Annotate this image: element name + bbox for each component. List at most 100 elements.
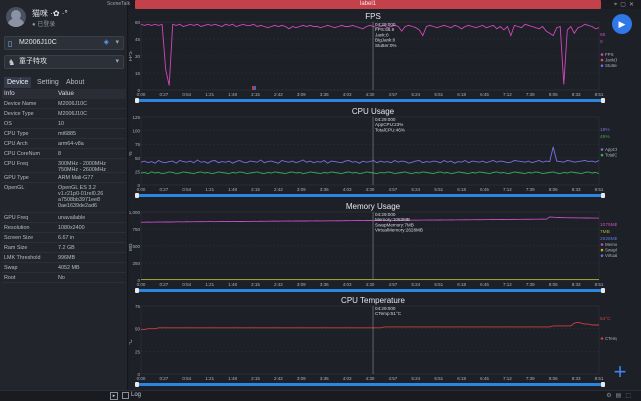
x-tick-label: 1:21 <box>205 187 214 192</box>
y-tick-label: 0 <box>137 372 140 377</box>
info-key: GPU Freq <box>4 215 29 221</box>
user-name: 猫咪 ·✿ ·° <box>32 9 68 18</box>
info-row: OpenGL OpenGL ES 3.2 v1.r21p0-01rel0.26 a… <box>2 183 126 213</box>
folder-icon[interactable]: ▤ <box>615 393 626 399</box>
plot-area[interactable] <box>140 305 600 375</box>
tab-device[interactable]: Device <box>4 77 32 88</box>
info-key: Swap <box>4 265 18 271</box>
x-tick-label: 5:51 <box>434 92 443 97</box>
info-value: 1080x2400 <box>58 225 85 231</box>
tab-setting[interactable]: Setting <box>37 79 59 86</box>
cpu-usage-chart[interactable]: CPU Usage 0 25 50 75 100 125% 0:00 0:27 0:54 1:21… <box>129 107 617 201</box>
info-key: Screen Size <box>4 235 34 241</box>
expand-icon[interactable]: ▸ <box>110 392 118 400</box>
slider-handle-right[interactable] <box>601 98 605 103</box>
x-tick-label: 8:51 <box>595 92 604 97</box>
current-value-label: 7MB <box>600 229 610 235</box>
x-tick-label: 1:48 <box>228 187 237 192</box>
series-line-appcpu <box>140 146 600 164</box>
top-bar: label1 ⌖▢✕ <box>129 0 641 9</box>
fps-chart[interactable]: FPS 0 15 30 45 60 FPS 0:00 0:27 0:54 1:21 1:48 2:15… <box>129 12 617 106</box>
info-row: CPU Freq 300MHz - 2000MHz 750MHz - 2600MH… <box>2 159 126 173</box>
y-tick-label: 15 <box>135 71 141 76</box>
settings-icon[interactable]: ⚙ <box>606 393 616 399</box>
log-checkbox[interactable] <box>122 392 129 399</box>
tooltip-line: Stutter:0% <box>375 43 396 48</box>
slider-handle-right[interactable] <box>601 288 605 293</box>
device-select[interactable]: ▯ M2006J10C ◈ ▾ <box>4 36 124 50</box>
close-icon[interactable]: ✕ <box>628 2 637 8</box>
legend-dot <box>600 148 604 151</box>
time-range-slider[interactable] <box>135 99 605 102</box>
cpu-temperature-chart[interactable]: CPU Temperature 0 25 50 75 °C 0:00 0:27 0:54 1:2… <box>129 296 617 390</box>
info-value: M2006J10C <box>58 101 88 107</box>
current-value-label: 56 <box>600 32 606 38</box>
x-tick-label: 3:09 <box>297 282 306 287</box>
current-value-label: 2628MB <box>600 236 617 242</box>
slider-handle-right[interactable] <box>601 382 605 387</box>
wifi-icon[interactable]: ◈ <box>103 39 109 46</box>
y-tick-label: 0 <box>137 88 140 93</box>
tooltip-line: Jank:0 <box>375 32 389 37</box>
info-row: CPU Arch arm64-v8a <box>2 139 126 149</box>
label1-tag[interactable]: label1 <box>135 0 601 9</box>
x-tick-label: 4:30 <box>366 376 375 381</box>
x-tick-label: 6:18 <box>457 92 466 97</box>
slider-handle-right[interactable] <box>601 193 605 198</box>
x-tick-label: 8:33 <box>572 187 581 192</box>
user-panel[interactable]: 猫咪 ·✿ ·° ● 已登录 <box>6 4 124 30</box>
time-range-slider[interactable] <box>135 289 605 292</box>
x-tick-label: 0:27 <box>160 92 169 97</box>
time-range-slider[interactable] <box>135 194 605 197</box>
info-value: M2006J10C <box>58 111 88 117</box>
x-tick-label: 4:30 <box>366 187 375 192</box>
info-value: 996MB <box>58 255 76 261</box>
x-tick-label: 0:00 <box>137 282 146 287</box>
slider-handle-left[interactable] <box>135 98 139 103</box>
window-icon[interactable]: ▢ <box>620 2 629 8</box>
x-tick-label: 5:24 <box>411 187 420 192</box>
avatar[interactable] <box>6 7 26 27</box>
y-tick-label: 125 <box>132 115 140 120</box>
device-select-value: M2006J10C <box>19 39 57 46</box>
x-tick-label: 5:51 <box>434 376 443 381</box>
slider-handle-left[interactable] <box>135 288 139 293</box>
tooltip-line: Memory:1083MB <box>375 217 410 222</box>
location-icon[interactable]: ⌖ <box>613 2 621 8</box>
info-value: mt6885 <box>58 131 76 137</box>
info-value: 10 <box>58 121 64 127</box>
x-tick-label: 4:03 <box>343 376 352 381</box>
info-table-header: Info Value <box>2 89 126 99</box>
save-icon[interactable]: ⬚ <box>625 393 635 399</box>
info-key: Device Type <box>4 111 34 117</box>
x-tick-label: 2:15 <box>251 282 260 287</box>
x-tick-label: 8:33 <box>572 376 581 381</box>
info-value: 6.67 in <box>58 235 75 241</box>
app-select[interactable]: ♞ 童子特攻 ▾ <box>4 55 124 69</box>
x-tick-label: 3:36 <box>320 92 329 97</box>
slider-handle-left[interactable] <box>135 382 139 387</box>
current-value-label: 1075MB <box>600 222 617 228</box>
slider-handle-left[interactable] <box>135 193 139 198</box>
x-tick-label: 2:42 <box>274 376 283 381</box>
tab-about[interactable]: About <box>66 79 85 86</box>
plot-area[interactable] <box>140 116 600 186</box>
play-button[interactable]: ▶ <box>612 14 632 34</box>
info-key: GPU Type <box>4 175 29 181</box>
series-line-totalcpu <box>140 171 600 175</box>
x-tick-label: 0:27 <box>160 376 169 381</box>
current-value-label: 54°C <box>600 316 611 322</box>
info-header-key: Info <box>4 90 15 97</box>
x-tick-label: 6:18 <box>457 187 466 192</box>
fps-chart-title: FPS <box>365 12 381 21</box>
x-tick-label: 8:06 <box>549 187 558 192</box>
info-value: 300MHz - 2000MHz 750MHz - 2600MHz <box>58 161 106 173</box>
x-tick-label: 4:30 <box>366 92 375 97</box>
add-chart-button[interactable]: + <box>610 361 630 383</box>
x-tick-label: 8:51 <box>595 376 604 381</box>
y-tick-label: 0 <box>137 278 140 283</box>
time-range-slider[interactable] <box>135 383 605 386</box>
memory-usage-chart[interactable]: Memory Usage 0 250 500 750 1,000 MB 0:00 0:27 0:… <box>129 202 617 296</box>
x-tick-label: 7:39 <box>526 92 535 97</box>
x-tick-label: 4:30 <box>366 282 375 287</box>
